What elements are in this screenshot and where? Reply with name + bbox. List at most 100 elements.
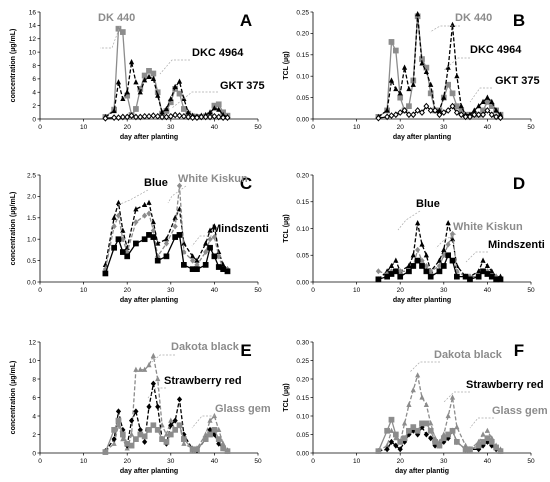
x-tick-label: 40 [484,458,492,465]
x-tick-label: 50 [527,458,535,465]
x-axis-label: day after planting [120,468,178,475]
data-point [211,105,217,111]
data-point [207,426,213,433]
data-point [198,113,205,121]
data-point [172,223,178,230]
data-point [449,230,456,237]
data-point [454,439,460,445]
data-point [128,417,135,424]
data-point [176,396,183,403]
data-point [216,106,222,112]
series-white-kiskun [375,230,504,283]
data-point [115,79,122,85]
data-point [436,262,443,269]
data-point [172,427,179,433]
data-point [202,262,209,268]
data-point [449,257,456,264]
data-point [466,113,473,121]
data-point [119,29,126,35]
annotation-leader [191,235,212,247]
data-point [115,199,122,205]
data-point [207,417,213,423]
data-point [203,240,209,246]
data-point [172,111,179,119]
data-point [119,113,126,121]
series-glass-gem [375,416,504,454]
data-point [449,236,456,242]
data-point [388,427,395,433]
data-point [203,431,209,437]
data-point [142,212,148,219]
data-point [102,114,109,122]
data-point [467,276,473,283]
data-point [392,47,399,54]
data-point [146,199,152,205]
data-point [493,444,499,451]
data-point [497,448,504,454]
data-point [449,21,456,27]
data-point [406,85,412,92]
data-point [463,442,469,448]
y-tick-label: 8 [32,376,36,383]
y-tick-label: 2 [32,432,36,439]
data-point [419,394,425,400]
x-tick-label: 50 [254,287,262,294]
y-tick-label: 12 [29,36,37,43]
series-annotation: DK 440 [98,12,135,24]
x-tick-label: 0 [311,124,315,131]
data-point [388,112,395,119]
data-point [419,263,425,269]
data-point [388,39,395,45]
data-point [163,439,170,445]
series-gkt-375 [375,102,504,122]
data-point [211,234,217,241]
series-mindszenti [375,252,504,283]
data-point [216,426,222,432]
data-point [480,111,487,119]
data-point [432,439,438,445]
data-point [467,446,473,453]
data-point [215,101,222,108]
data-point [441,246,447,252]
y-tick-label: 1.5 [27,215,36,222]
x-tick-label: 40 [211,124,219,131]
data-point [440,435,447,442]
series-annotation: GKT 375 [220,80,265,92]
data-point [427,107,434,114]
data-point [436,442,443,449]
y-tick-label: 1.0 [27,237,36,244]
data-point [406,427,412,434]
series-line [104,27,228,118]
series-line [104,201,228,270]
data-point [414,427,421,434]
data-point [445,412,451,419]
x-tick-label: 30 [167,287,175,294]
y-tick-label: 0.10 [296,226,309,233]
data-point [163,431,170,437]
x-tick-label: 50 [527,124,535,131]
data-point [489,435,495,441]
data-point [111,436,117,443]
data-point [480,439,486,445]
data-point [410,81,416,87]
x-tick-label: 40 [484,124,492,131]
series-annotation: DK 440 [455,12,492,24]
data-point [133,408,139,415]
data-point [419,60,425,66]
y-tick-label: 2.5 [27,172,36,179]
x-tick-label: 10 [353,458,361,465]
data-point [211,112,218,120]
data-point [102,270,109,277]
data-point [441,94,447,100]
data-point [133,206,139,212]
data-point [137,113,144,121]
data-point [414,257,421,264]
data-point [119,249,126,255]
data-point [202,436,209,442]
data-point [445,81,452,88]
data-point [207,109,213,115]
data-point [163,240,170,247]
data-point [150,75,156,81]
data-point [397,268,403,275]
